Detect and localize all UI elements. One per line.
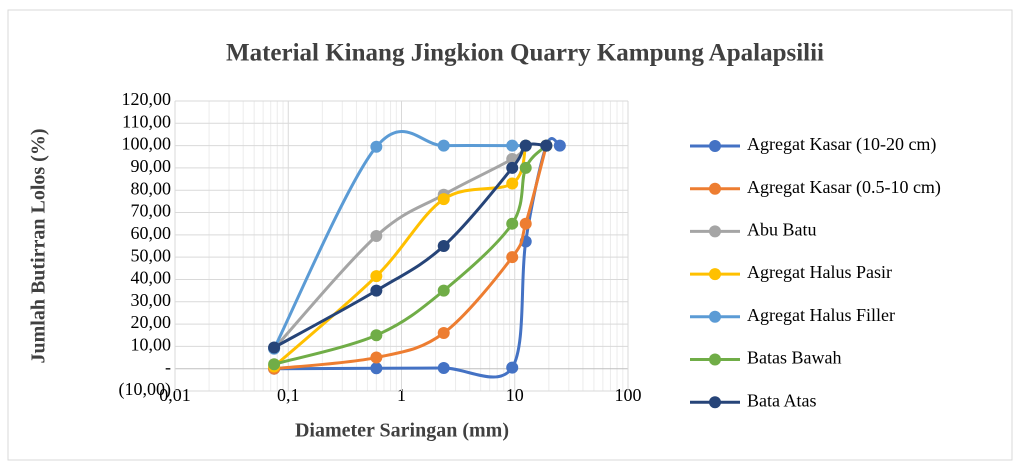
- x-tick-label: 10: [506, 385, 524, 405]
- data-point: [370, 270, 383, 283]
- data-point: [268, 358, 281, 371]
- data-point: [437, 327, 450, 339]
- data-point: [370, 362, 383, 375]
- legend-label: Abu Batu: [747, 220, 817, 240]
- data-point: [506, 361, 519, 374]
- legend-marker: [709, 310, 721, 323]
- data-point: [506, 177, 519, 190]
- y-tick-label: 70,00: [131, 201, 172, 221]
- legend-label: Agregat Kasar (10-20 cm): [747, 134, 936, 155]
- data-point: [540, 139, 553, 152]
- data-point: [437, 284, 450, 297]
- legend-marker: [709, 182, 721, 195]
- x-axis-label: Diameter Saringan (mm): [295, 420, 509, 442]
- y-tick-label: -: [165, 357, 171, 377]
- data-point: [437, 362, 450, 375]
- data-point: [506, 139, 519, 152]
- data-point: [506, 217, 519, 230]
- legend-marker: [709, 140, 721, 152]
- y-tick-label: 40,00: [131, 268, 172, 288]
- data-point: [370, 284, 383, 297]
- data-point: [519, 139, 532, 152]
- data-point: [506, 161, 519, 174]
- y-tick-label: 60,00: [131, 223, 172, 243]
- data-point: [553, 139, 566, 152]
- data-point: [370, 229, 383, 242]
- y-tick-label: 30,00: [131, 290, 172, 310]
- y-axis-label: Jumlah Butirran Lolos (%): [28, 128, 50, 363]
- data-point: [268, 341, 281, 354]
- legend-marker: [709, 268, 721, 281]
- legend-marker: [709, 225, 721, 238]
- data-point: [437, 240, 450, 252]
- data-point: [506, 251, 519, 264]
- legend-marker: [709, 353, 721, 366]
- x-tick-label: 100: [615, 385, 642, 405]
- y-tick-label: (10,00): [119, 379, 172, 400]
- x-tick-label: 1: [397, 385, 406, 405]
- x-tick-label: 0,1: [277, 385, 300, 405]
- y-tick-label: 110,00: [122, 111, 171, 131]
- y-tick-label: 90,00: [131, 156, 172, 176]
- legend-label: Agregat Halus Filler: [747, 305, 895, 325]
- data-point: [437, 193, 450, 206]
- y-tick-label: 100,00: [122, 134, 172, 154]
- y-tick-label: 80,00: [131, 178, 172, 198]
- data-point: [519, 217, 532, 230]
- chart-title: Material Kinang Jingkion Quarry Kampung …: [226, 40, 824, 67]
- legend-marker: [709, 396, 721, 409]
- data-point: [519, 161, 532, 174]
- y-tick-label: 20,00: [131, 312, 172, 332]
- data-point: [370, 351, 383, 364]
- data-point: [370, 140, 383, 153]
- y-tick-label: 120,00: [122, 89, 172, 109]
- x-tick-label: 0,01: [159, 385, 191, 405]
- y-tick-label: 50,00: [131, 245, 172, 265]
- data-point: [370, 329, 383, 342]
- legend-label: Batas Bawah: [747, 348, 841, 368]
- data-point: [437, 139, 450, 152]
- legend-label: Agregat Kasar (0.5-10 cm): [747, 177, 941, 198]
- y-tick-label: 10,00: [131, 335, 172, 355]
- legend-label: Bata Atas: [747, 390, 817, 410]
- legend-label: Agregat Halus Pasir: [747, 262, 892, 282]
